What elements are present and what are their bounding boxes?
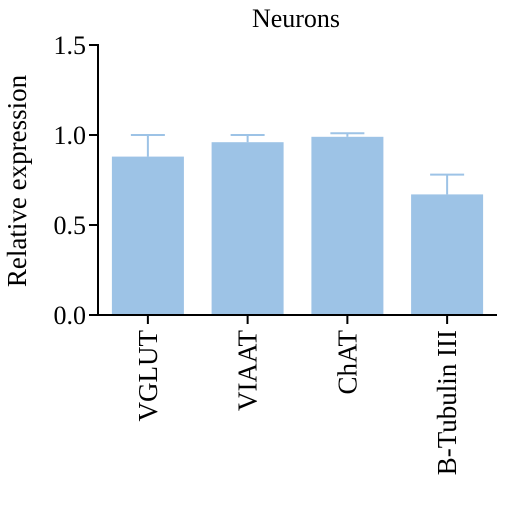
y-axis-label: Relative expression (2, 74, 32, 287)
y-tick-label-2: 0.5 (54, 211, 87, 240)
x-tick-label-4: B-Tubulin III (432, 330, 462, 475)
x-tick-label-1: VGLUT (133, 329, 163, 421)
bar-3 (311, 136, 384, 315)
bar-1 (111, 156, 184, 315)
bar-4 (411, 194, 484, 315)
x-tick-label-3: ChAT (332, 330, 362, 395)
tick-labels-layer: VGLUT VIAAT ChAT B-Tubulin III 0.0 0.5 1.0 1.5 (54, 31, 463, 475)
y-tick-label-4: 1.5 (54, 31, 87, 60)
y-tick-label-1: 0.0 (54, 301, 87, 330)
axes-layer (89, 44, 497, 324)
error-bars-layer (130, 132, 465, 195)
chart-title: Neurons (252, 4, 340, 33)
bars-layer (111, 136, 484, 315)
bar-2 (211, 142, 284, 315)
y-tick-label-3: 1.0 (54, 121, 87, 150)
x-tick-label-2: VIAAT (233, 330, 263, 411)
